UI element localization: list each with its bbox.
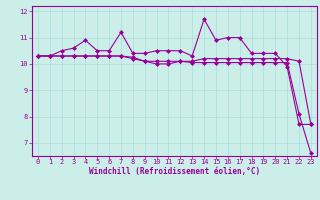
X-axis label: Windchill (Refroidissement éolien,°C): Windchill (Refroidissement éolien,°C): [89, 167, 260, 176]
